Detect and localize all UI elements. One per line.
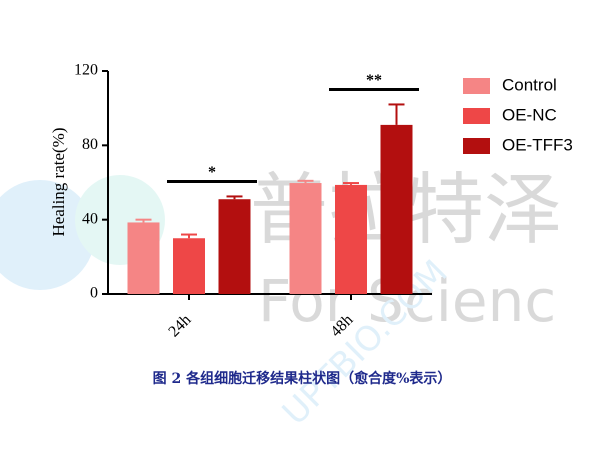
legend-swatch <box>463 108 490 124</box>
watermark-logo <box>0 180 95 290</box>
legend-swatch <box>463 138 490 154</box>
watermark: 普拉特泽 For Scienc UPTBIO.COM <box>0 165 562 433</box>
caption: 图 2 各组细胞迁移结果柱状图（愈合度%表示） <box>153 370 452 387</box>
y-axis-label: Healing rate(%) <box>49 127 68 236</box>
bar <box>218 199 251 294</box>
y-tick-label: 40 <box>82 210 98 227</box>
legend-label: OE-TFF3 <box>502 135 573 154</box>
y-tick-label: 120 <box>74 62 98 79</box>
legend-label: OE-NC <box>502 105 557 124</box>
x-tick-label: 24h <box>165 311 194 340</box>
legend-swatch <box>463 78 490 94</box>
bar <box>380 124 413 295</box>
bar <box>335 184 367 294</box>
significance-label: ** <box>366 72 382 89</box>
significance-label: * <box>208 164 216 181</box>
bar <box>127 222 160 294</box>
bar <box>289 183 322 294</box>
y-tick-label: 0 <box>90 285 98 302</box>
bar <box>173 238 205 294</box>
y-tick-label: 80 <box>82 136 98 153</box>
legend-label: Control <box>502 75 557 94</box>
